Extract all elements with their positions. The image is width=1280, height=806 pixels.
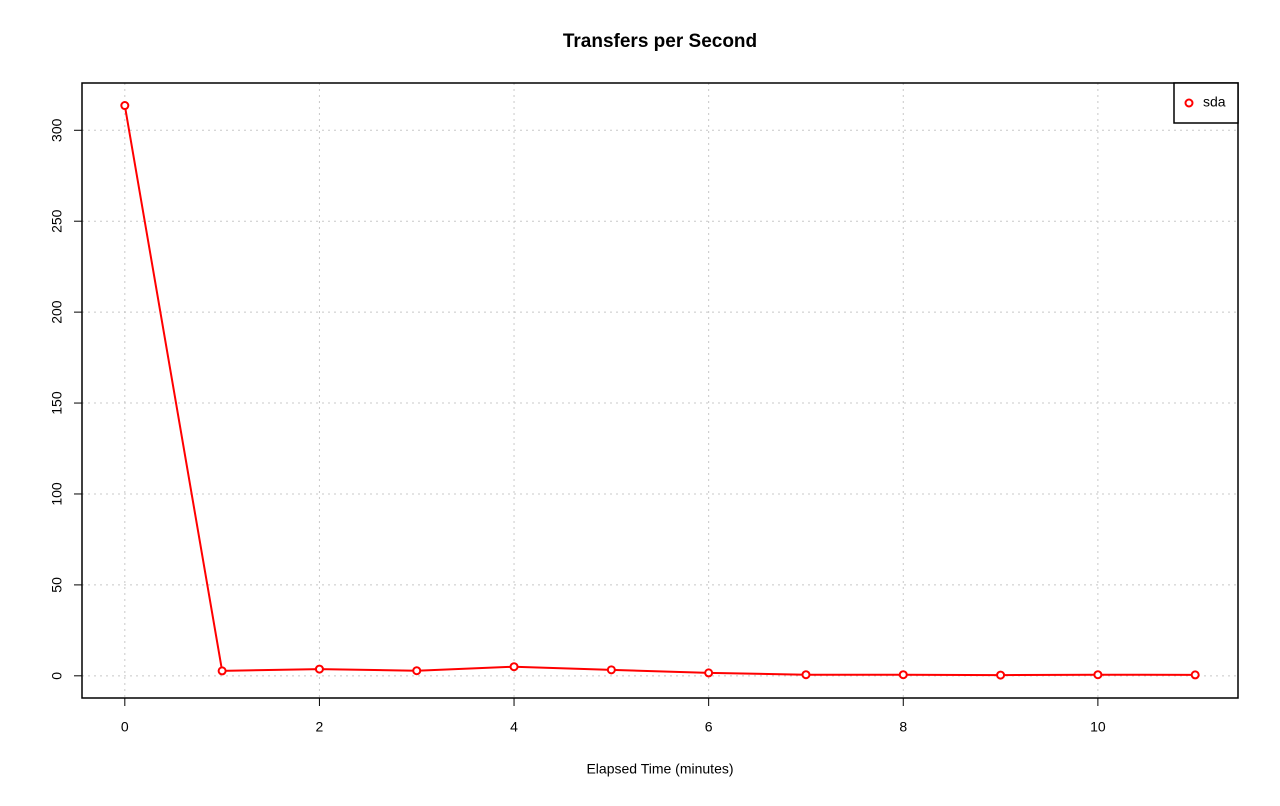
y-tick-label: 300 [49,118,65,142]
x-tick-label: 10 [1090,719,1106,735]
data-point [606,665,616,675]
data-point [898,670,908,680]
chart-title: Transfers per Second [563,31,757,52]
x-axis-label: Elapsed Time (minutes) [586,761,733,777]
data-point [996,670,1006,680]
series-line [123,105,1196,677]
x-tick-label: 4 [510,719,518,735]
x-tick-label: 6 [705,719,713,735]
legend-box [1173,82,1239,124]
legend-marker [1184,98,1194,108]
y-tick-label: 250 [49,209,65,233]
data-point [1093,670,1103,680]
plot-frame [81,82,1239,699]
data-point [509,662,519,672]
y-tick-label: 150 [49,391,65,415]
x-tick-label: 8 [899,719,907,735]
y-tick-label: 200 [49,300,65,324]
data-point [314,664,324,674]
data-point [1190,670,1200,680]
data-point [801,670,811,680]
y-tick-label: 100 [49,482,65,506]
data-point [412,666,422,676]
x-tick-label: 0 [121,719,129,735]
y-tick-label: 0 [49,672,65,680]
data-point [120,101,130,111]
data-point [217,666,227,676]
legend-label: sda [1203,94,1226,110]
data-point [704,668,714,678]
x-tick-label: 2 [316,719,324,735]
y-tick-label: 50 [49,577,65,593]
